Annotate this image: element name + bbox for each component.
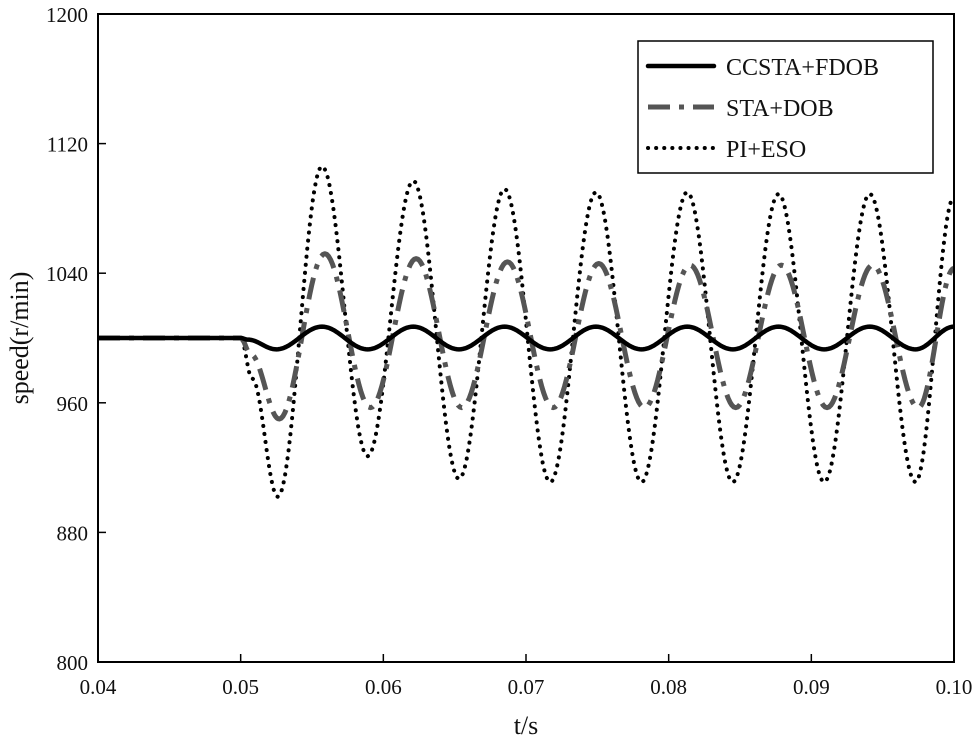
y-tick-label: 960 <box>57 392 89 416</box>
x-tick-label: 0.09 <box>793 675 830 699</box>
x-tick-label: 0.07 <box>508 675 545 699</box>
y-tick-label: 1040 <box>46 262 88 286</box>
x-tick-label: 0.05 <box>222 675 259 699</box>
x-axis-label: t/s <box>514 711 539 740</box>
legend-label: PI+ESO <box>726 137 806 163</box>
series-layer <box>98 164 954 499</box>
legend: CCSTA+FDOB STA+DOB PI+ESO <box>637 40 934 174</box>
x-tick-label: 0.04 <box>80 675 117 699</box>
y-tick-label: 880 <box>57 521 89 545</box>
series-line-sta-dob <box>98 251 954 422</box>
ticks-layer: 0.04 0.05 0.06 0.07 0.08 0.09 0.10 800 880 960 104… <box>46 3 972 699</box>
y-axis-label: speed(r/min) <box>5 272 34 405</box>
x-tick-label: 0.08 <box>650 675 687 699</box>
x-tick-label: 0.06 <box>365 675 402 699</box>
legend-box <box>637 40 934 174</box>
legend-label: STA+DOB <box>726 96 834 122</box>
series-line-ccsta-fdob <box>98 324 954 352</box>
y-tick-label: 1120 <box>47 133 88 157</box>
x-tick-label: 0.10 <box>936 675 973 699</box>
legend-label: CCSTA+FDOB <box>726 55 879 81</box>
series-line-pi-eso <box>98 164 954 499</box>
y-tick-label: 800 <box>57 651 89 675</box>
y-tick-label: 1200 <box>46 3 88 27</box>
